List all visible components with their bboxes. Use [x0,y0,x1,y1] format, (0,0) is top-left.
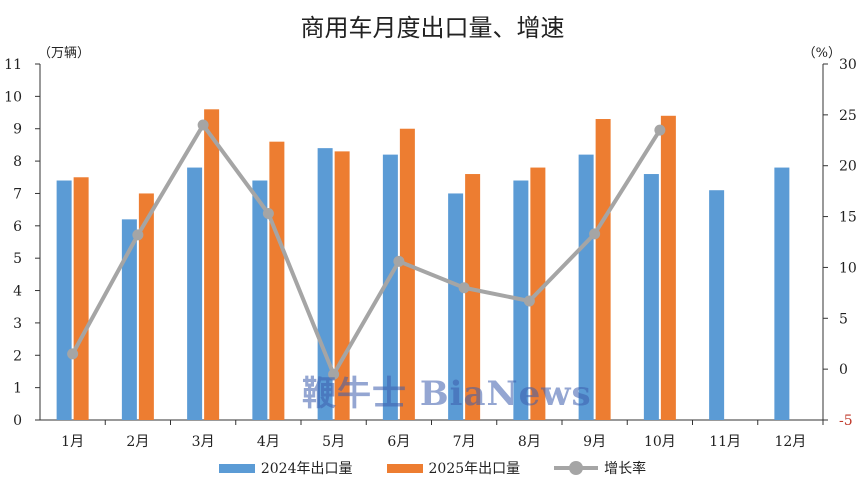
growth-point [589,228,601,240]
bar-2025 [204,109,220,421]
legend-swatch-2025 [386,463,423,473]
bar-2024 [643,174,659,420]
legend-label-2025: 2025年出口量 [428,461,521,477]
x-tick-label: 2月 [126,434,149,450]
left-tick-label: 11 [4,57,22,73]
bar-2024 [56,180,72,420]
right-tick-label: -5 [839,413,853,429]
growth-point [458,282,470,294]
right-axis-unit: （%） [802,46,841,61]
x-tick-label: 8月 [518,434,541,450]
x-tick-label: 12月 [774,434,806,450]
legend-label-growth: 增长率 [604,461,647,477]
bar-2024 [382,154,398,421]
legend-label-2024: 2024年出口量 [260,461,353,477]
bar-2024 [252,180,268,420]
bar-2025 [660,115,676,421]
left-tick-label: 5 [13,251,22,267]
left-tick-label: 7 [13,186,22,202]
left-tick-label: 9 [13,122,22,138]
x-tick-label: 11月 [709,434,741,450]
x-tick-label: 9月 [583,434,606,450]
growth-point [523,295,535,307]
growth-point [132,229,144,241]
x-tick-label: 7月 [453,434,476,450]
bar-2025 [399,128,415,420]
x-tick-label: 10月 [644,434,676,450]
x-tick-label: 5月 [322,434,345,450]
bar-2024 [774,167,790,420]
bar-2024 [578,154,594,421]
right-tick-label: 5 [839,311,848,327]
x-tick-label: 6月 [387,434,410,450]
right-tick-label: 0 [839,362,848,378]
x-tick-label: 1月 [61,434,84,450]
chart-title: 商用车月度出口量、增速 [300,14,565,42]
growth-point [67,348,79,360]
growth-point [393,255,405,267]
right-tick-label: 20 [839,159,857,175]
bar-2025 [138,193,154,420]
bar-2024 [187,167,203,420]
bar-2024 [448,193,464,420]
growth-line [70,123,662,377]
left-tick-label: 1 [13,381,22,397]
left-tick-label: 4 [13,284,22,300]
watermark: 鞭牛士 BiaNews [302,374,592,414]
left-tick-label: 2 [13,348,22,364]
left-axis-unit: （万辆） [38,46,91,61]
right-tick-label: 30 [839,57,857,73]
legend-item-growth: 增长率 [554,458,646,478]
left-tick-label: 6 [13,219,22,235]
left-tick-label: 0 [13,413,22,429]
growth-point [328,368,340,380]
x-tick-label: 4月 [257,434,280,450]
left-tick-label: 10 [4,89,22,105]
bar-2024 [121,219,137,420]
x-tick-label: 3月 [192,434,215,450]
right-tick-label: 10 [839,260,857,276]
left-tick-label: 3 [13,316,22,332]
bar-2024 [317,148,333,421]
legend-item-2025: 2025年出口量 [386,458,521,478]
growth-point [197,119,209,131]
legend-swatch-2024 [218,463,255,473]
bar-2024 [709,190,725,420]
left-tick-label: 8 [13,154,22,170]
growth-point [262,208,274,220]
bar-2025 [465,174,481,420]
growth-point [654,124,666,136]
legend: 2024年出口量 2025年出口量 增长率 [0,458,865,478]
legend-swatch-growth [554,461,599,475]
right-tick-label: 15 [839,210,857,226]
bar-2025 [73,177,89,420]
bar-2025 [595,119,611,420]
legend-item-2024: 2024年出口量 [218,458,353,478]
right-tick-label: 25 [839,108,857,124]
bar-2025 [269,141,285,420]
